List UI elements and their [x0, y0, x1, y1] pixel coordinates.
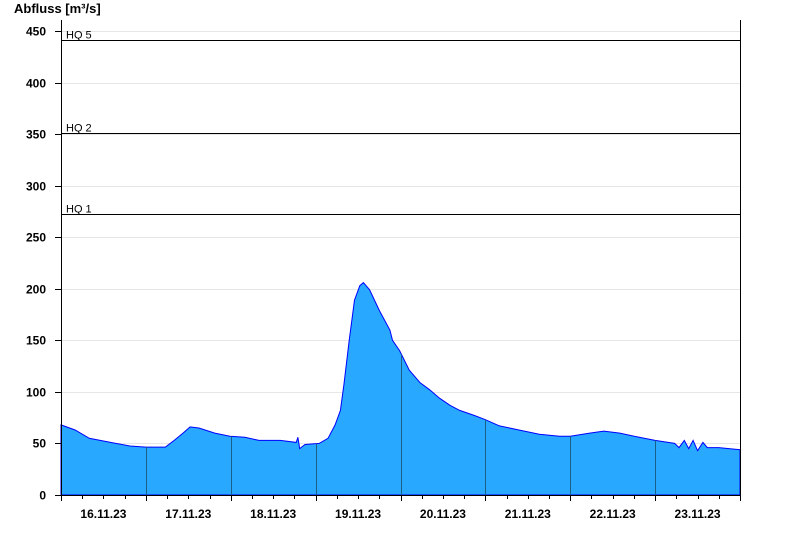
y-tick-label: 450: [26, 25, 46, 39]
x-tick-label: 22.11.23: [590, 507, 636, 521]
y-tick-label: 0: [39, 489, 46, 503]
axes: [61, 20, 741, 496]
y-axis-title: Abfluss [m³/s]: [14, 1, 101, 16]
threshold-lines: HQ 1 HQ 2 HQ 5: [61, 30, 740, 216]
gridlines: [61, 31, 740, 444]
x-tick-label: 21.11.23: [505, 507, 551, 521]
x-tick-label: 19.11.23: [335, 507, 381, 521]
x-axis-ticks: 16.11.23 17.11.23 18.11.23 19.11.23 20.11.23…: [61, 495, 741, 521]
discharge-area: [60, 281, 741, 496]
y-tick-label: 150: [26, 334, 46, 348]
x-tick-label: 18.11.23: [250, 507, 296, 521]
threshold-label: HQ 1: [66, 204, 92, 216]
x-tick-label: 17.11.23: [165, 507, 211, 521]
y-tick-label: 50: [33, 437, 47, 451]
y-tick-label: 350: [26, 128, 46, 142]
day-separator-lines: [146, 282, 656, 495]
y-axis-ticks: 0 50 100 150 200 250 300 350 400 450: [26, 25, 61, 503]
y-tick-label: 250: [26, 231, 46, 245]
threshold-label: HQ 5: [66, 30, 92, 42]
x-tick-label: 16.11.23: [80, 507, 126, 521]
y-tick-label: 400: [26, 77, 46, 91]
y-tick-label: 100: [26, 386, 46, 400]
y-tick-label: 300: [26, 180, 46, 194]
y-tick-label: 200: [26, 283, 46, 297]
x-tick-label: 23.11.23: [675, 507, 721, 521]
threshold-label: HQ 2: [66, 123, 92, 135]
x-tick-label: 20.11.23: [420, 507, 466, 521]
